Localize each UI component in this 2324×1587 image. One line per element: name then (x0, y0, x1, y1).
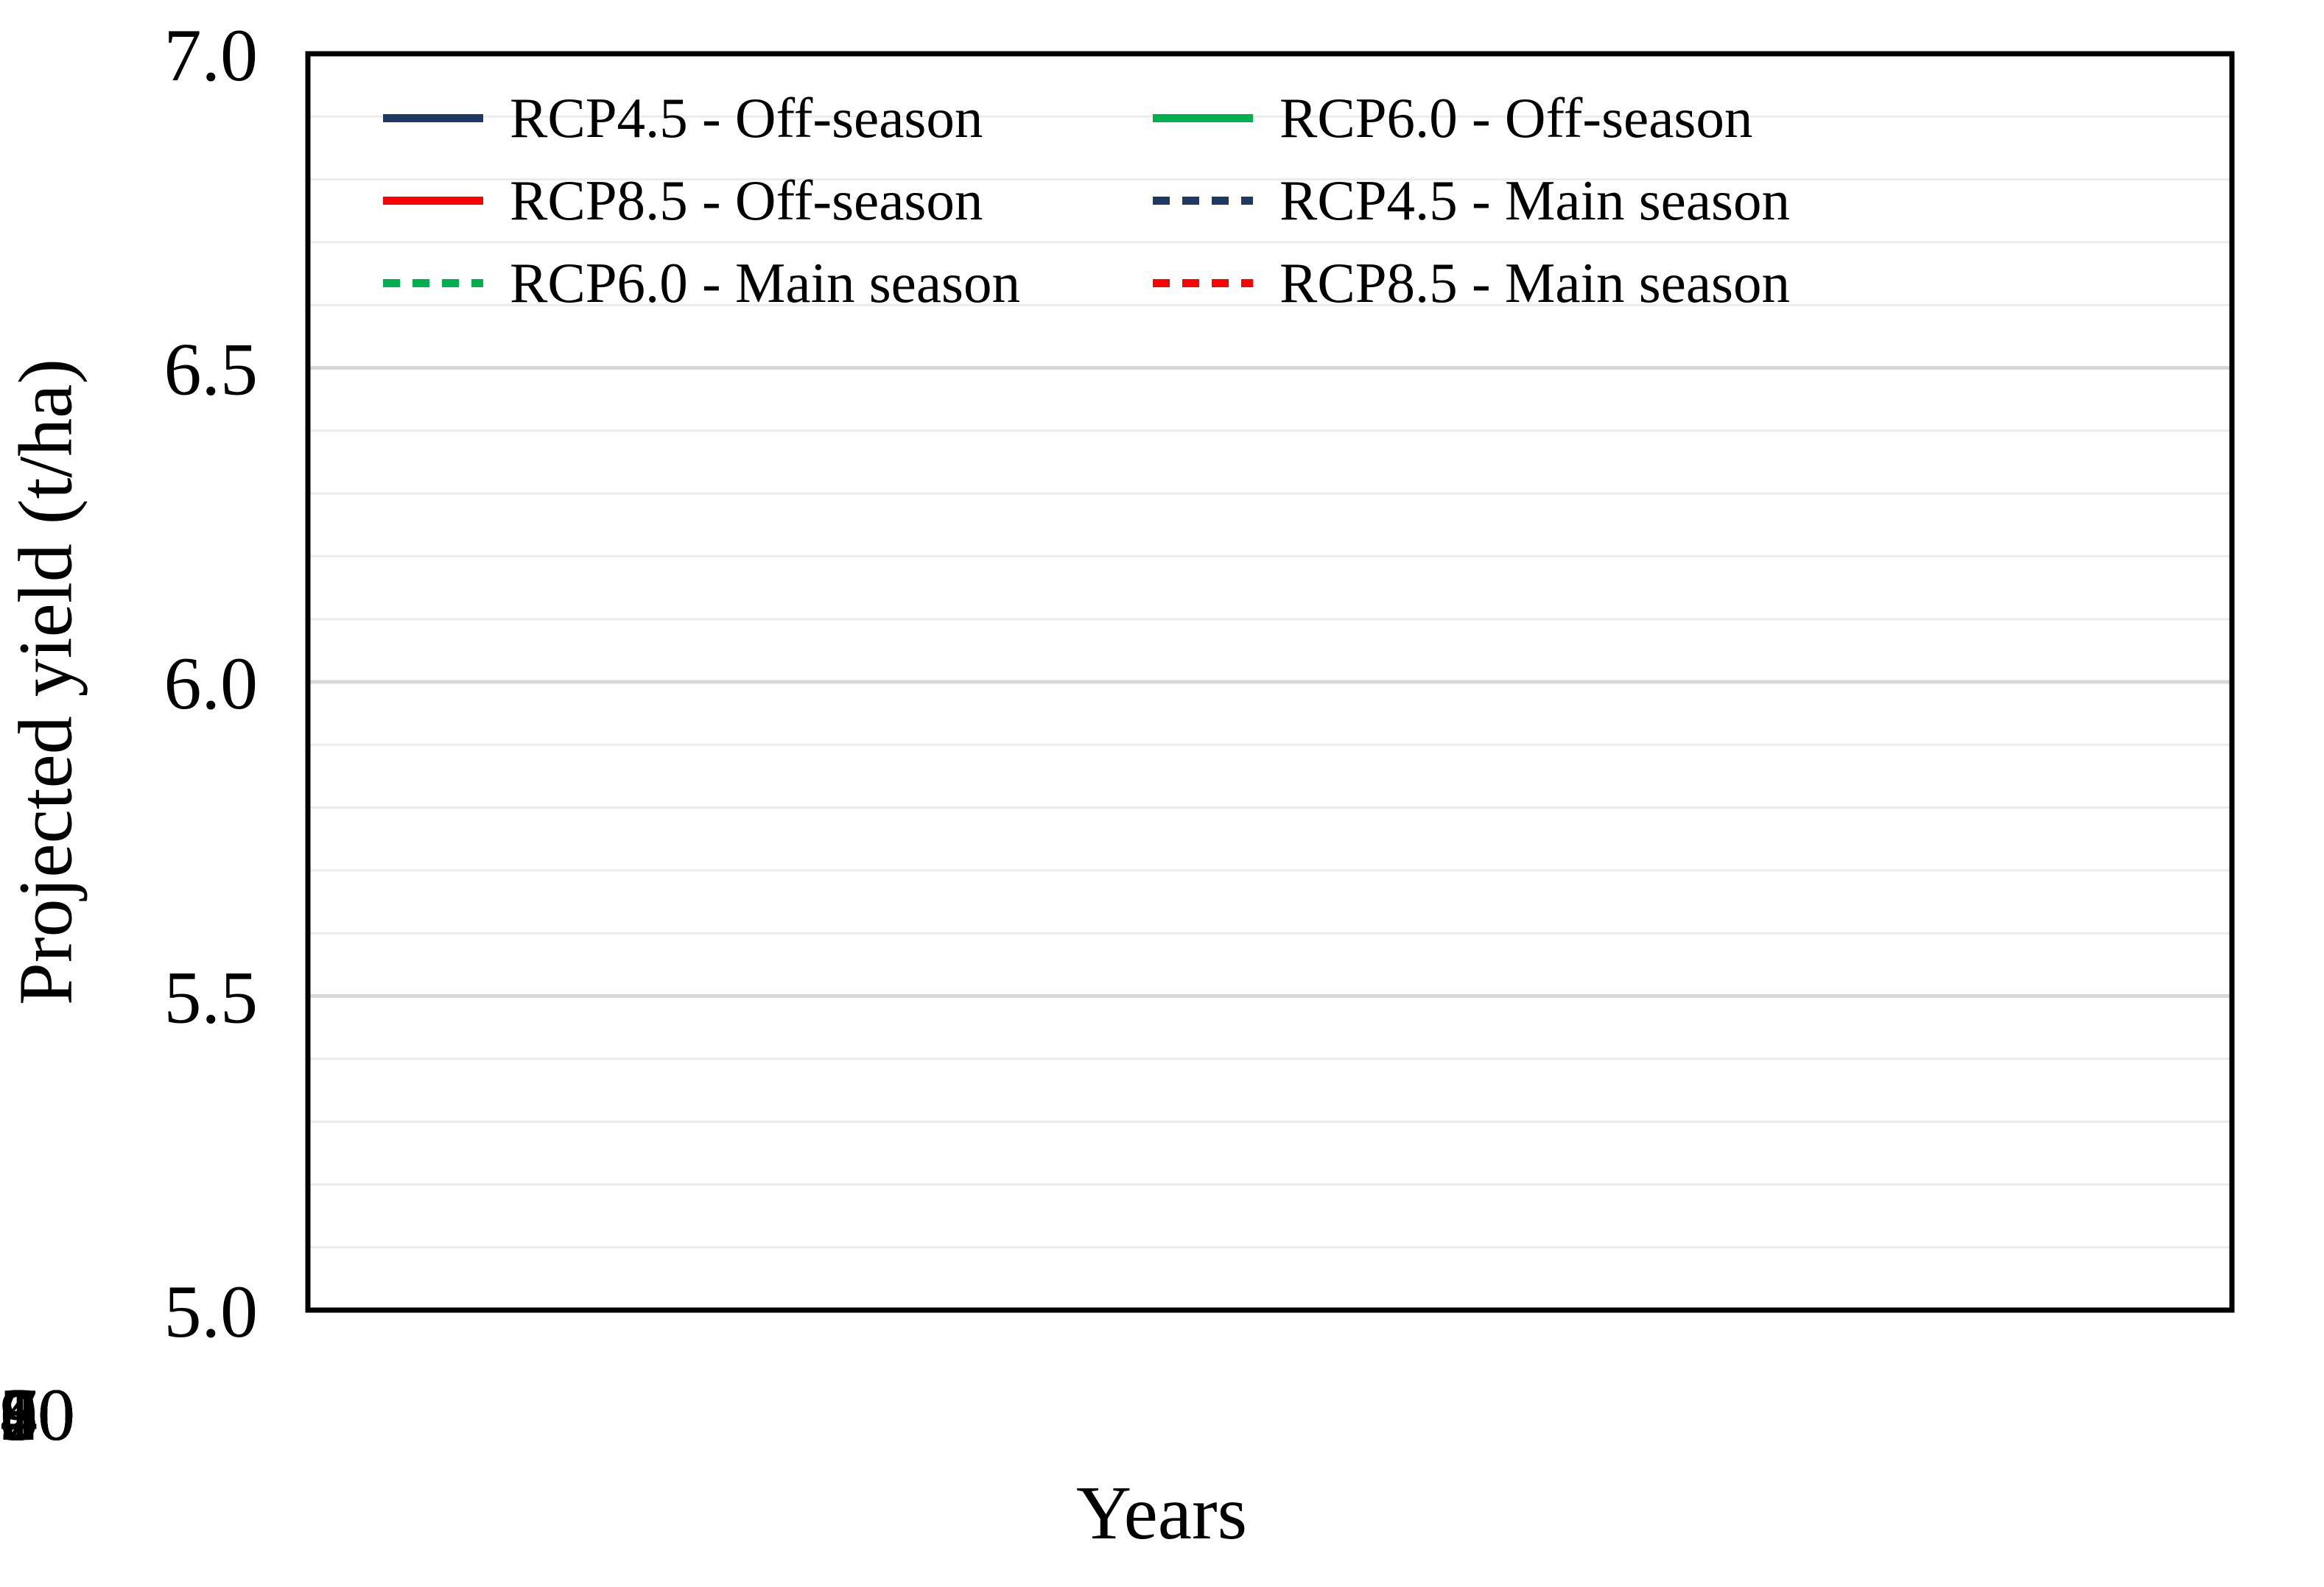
legend-item: RCP4.5 - Off-season (383, 89, 983, 146)
legend-label: RCP8.5 - Off-season (510, 168, 983, 232)
legend-line-solid-navy-icon (383, 113, 483, 122)
legend-label: RCP8.5 - Main season (1279, 250, 1790, 314)
x-tick-label: 2010 (0, 1373, 75, 1457)
y-tick-label: 6.0 (164, 642, 259, 725)
x-axis-title: Years (1075, 1471, 1248, 1555)
y-axis-title: Projected yield (t/ha) (3, 359, 88, 1005)
y-tick-label: 5.0 (164, 1270, 259, 1354)
x-tick-label: 2100 (0, 1373, 75, 1457)
x-tick-label: 2040 (0, 1373, 75, 1457)
x-tick-label: 2080 (0, 1373, 75, 1457)
legend-item: RCP8.5 - Off-season (383, 172, 983, 228)
plot-border (305, 51, 2235, 1313)
legend-label: RCP4.5 - Off-season (510, 85, 983, 149)
legend-item: RCP8.5 - Main season (1153, 254, 1790, 311)
x-tick-label: 2050 (0, 1373, 75, 1457)
legend-item: RCP6.0 - Main season (383, 254, 1020, 311)
y-tick-label: 5.5 (164, 957, 259, 1040)
x-tick-label: 2090 (0, 1373, 75, 1457)
legend-item: RCP6.0 - Off-season (1153, 89, 1752, 146)
legend-line-solid-red-icon (383, 196, 483, 205)
x-tick-label: 2020 (0, 1373, 75, 1457)
legend-line-dashed-green-icon (383, 278, 483, 287)
x-tick-label: 2060 (0, 1373, 75, 1457)
y-tick-label: 7.0 (164, 14, 259, 97)
legend-label: RCP6.0 - Main season (510, 250, 1020, 314)
y-tick-label: 6.5 (164, 328, 259, 412)
legend-item: RCP4.5 - Main season (1153, 172, 1790, 228)
legend-line-solid-green-icon (1153, 113, 1253, 122)
legend-line-dashed-red-icon (1153, 278, 1253, 287)
legend-label: RCP4.5 - Main season (1279, 168, 1790, 232)
x-tick-label: 2070 (0, 1373, 75, 1457)
legend-label: RCP6.0 - Off-season (1279, 85, 1753, 149)
legend-line-dashed-navy-icon (1153, 196, 1253, 205)
